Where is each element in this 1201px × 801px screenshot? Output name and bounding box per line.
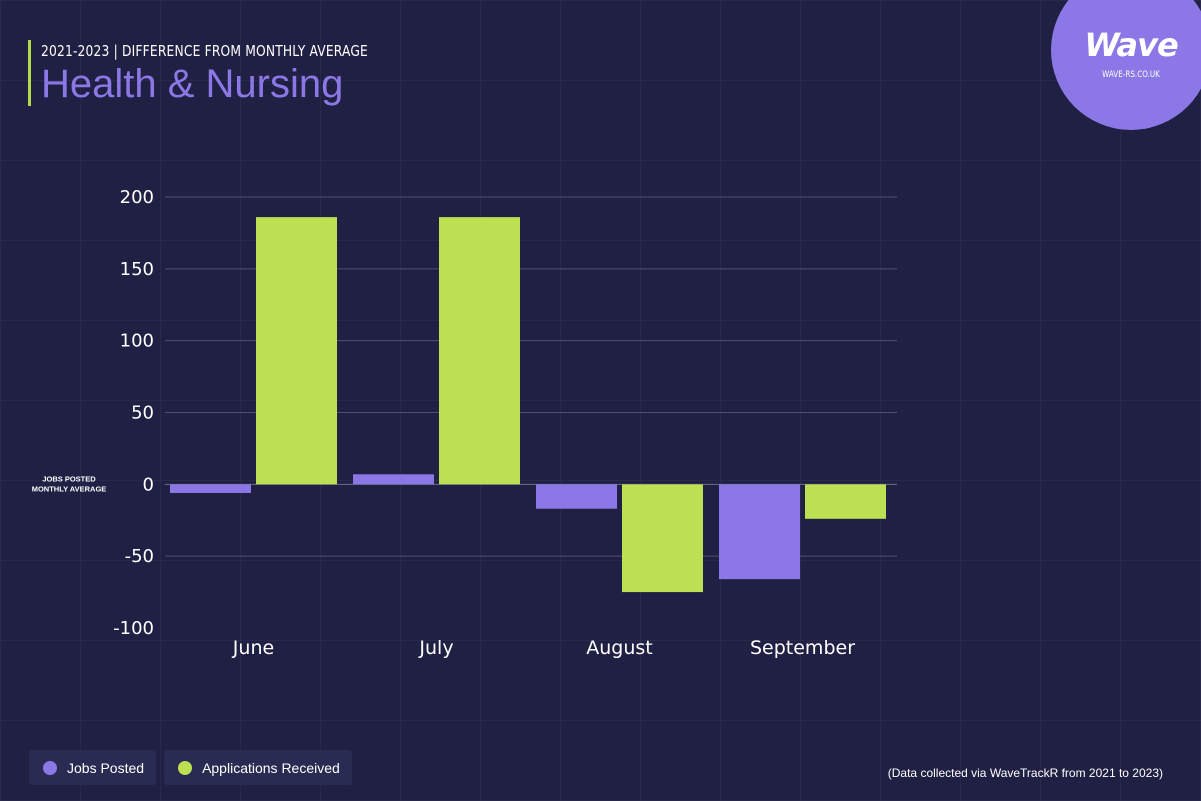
y-tick-label: 0 (143, 474, 154, 495)
data-source-note: (Data collected via WaveTrackR from 2021… (887, 766, 1163, 780)
x-category-label: September (750, 637, 855, 659)
legend-item-applications-received[interactable]: Applications Received (164, 750, 352, 785)
x-category-label: July (418, 637, 453, 659)
bar-jobs-posted-july (353, 474, 434, 485)
x-category-label: August (586, 637, 653, 659)
y-tick-label: 150 (120, 259, 154, 280)
chart-title: Health & Nursing (41, 62, 344, 106)
bar-applications-received-september (805, 484, 886, 519)
legend-item-jobs-posted[interactable]: Jobs Posted (29, 750, 157, 785)
legend-label-jobs-posted: Jobs Posted (67, 759, 145, 776)
chart-legend: Jobs Posted Applications Received (29, 750, 352, 785)
y-tick-label: 50 (131, 403, 154, 424)
bar-applications-received-august (622, 484, 703, 593)
y-tick-label: -100 (113, 618, 154, 639)
bar-jobs-posted-august (536, 484, 617, 509)
legend-dot-applications-icon (178, 760, 193, 775)
x-category-label: June (232, 637, 274, 659)
bar-applications-received-june (256, 217, 337, 485)
bar-jobs-posted-september (719, 484, 800, 580)
brand-logo[interactable]: Wave WAVE-RS.CO.UK (1051, 0, 1201, 130)
zero-line-label: JOBS POSTED (42, 474, 96, 483)
bar-applications-received-july (439, 217, 520, 485)
zero-line-label: MONTHLY AVERAGE (32, 484, 107, 493)
y-tick-label: -50 (125, 546, 154, 567)
chart-header: 2021-2023 | DIFFERENCE FROM MONTHLY AVER… (28, 40, 440, 106)
y-tick-label: 200 (120, 187, 154, 208)
y-tick-label: 100 (120, 331, 154, 352)
logo-url: WAVE-RS.CO.UK (1102, 70, 1160, 80)
bar-jobs-posted-june (170, 484, 251, 493)
logo-wordmark: Wave (1084, 26, 1178, 64)
legend-label-applications-received: Applications Received (202, 759, 340, 776)
chart-subtitle: 2021-2023 | DIFFERENCE FROM MONTHLY AVER… (41, 42, 368, 60)
legend-dot-jobs-icon (43, 760, 57, 775)
